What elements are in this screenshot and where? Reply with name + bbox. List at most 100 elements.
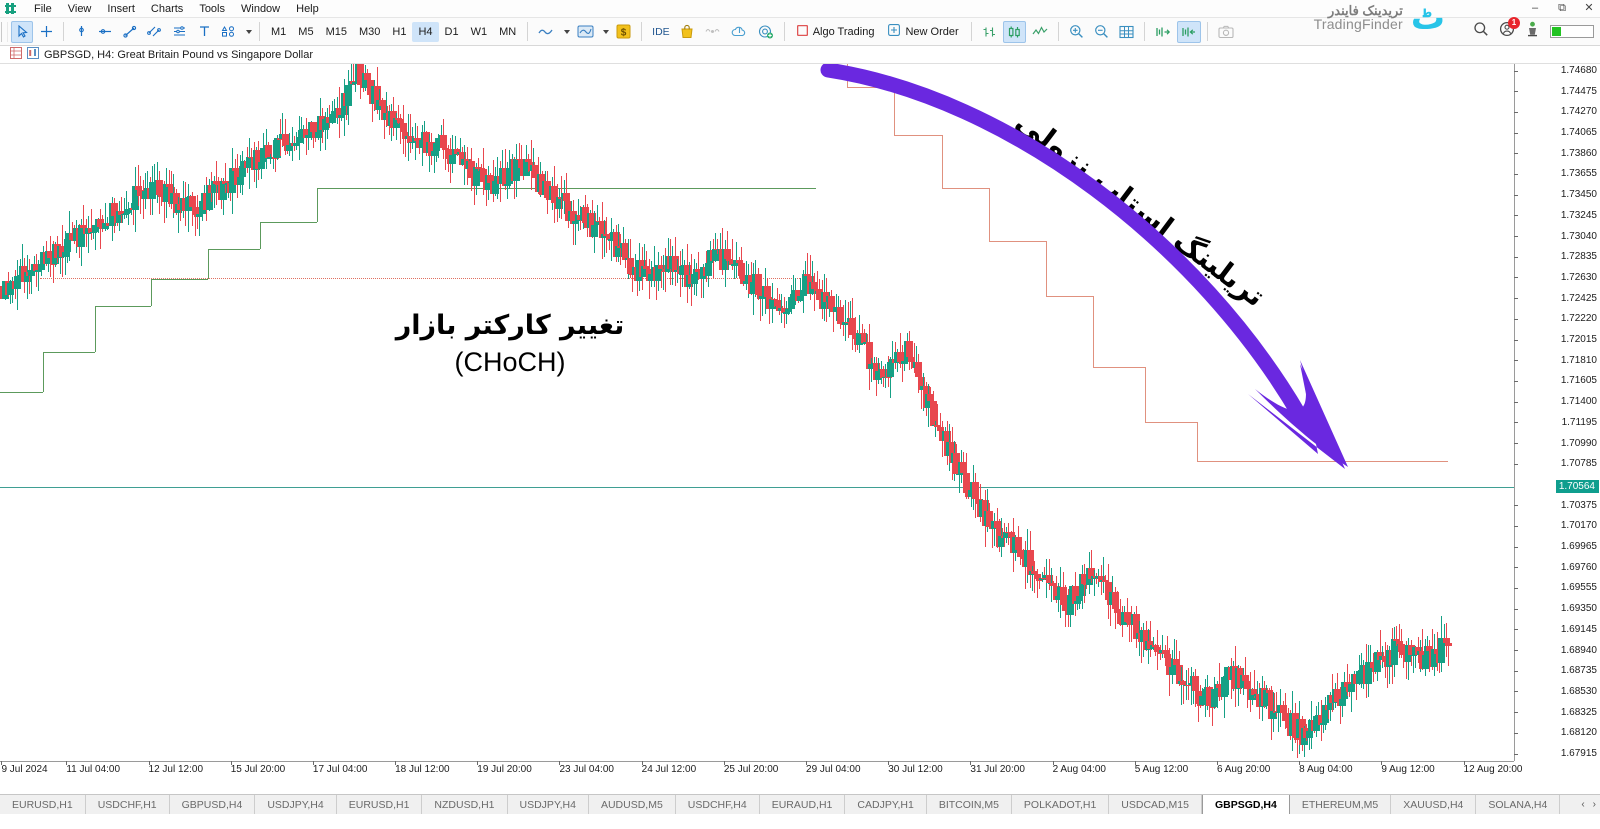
menu-item-charts[interactable]: Charts (150, 2, 184, 15)
connection-meter-icon[interactable] (1550, 25, 1594, 38)
algo-trading-button[interactable]: Algo Trading (790, 21, 882, 43)
time-tick: 23 Jul 04:00 (559, 761, 614, 775)
dollar-icon[interactable]: $ (612, 21, 635, 43)
symbol-tab[interactable]: USDJPY,H4 (255, 795, 337, 814)
timeframe-m30[interactable]: M30 (358, 25, 381, 38)
time-tick: 18 Jul 12:00 (395, 761, 450, 775)
candle (196, 64, 204, 761)
menu-item-window[interactable]: Window (241, 2, 281, 15)
symbol-tab[interactable]: USDCAD,M15 (1109, 795, 1202, 814)
crosshair-icon[interactable] (35, 21, 57, 43)
time-tick: 6 Aug 20:00 (1216, 761, 1270, 775)
candle (1123, 64, 1131, 761)
price-axis[interactable]: 1.74680 1.74475 1.74270 1.74065 1.73860 1.736… (1514, 64, 1600, 761)
candle (1355, 64, 1363, 761)
ide-button[interactable]: IDE (652, 25, 670, 38)
chart-type-dropdown-icon[interactable] (561, 21, 571, 43)
candle (7, 64, 15, 761)
vertical-line-icon[interactable] (70, 21, 92, 43)
menu-item-insert[interactable]: Insert (107, 2, 135, 15)
scroll-to-end-icon[interactable] (1151, 21, 1175, 43)
timeframe-h4[interactable]: H4 (412, 21, 439, 42)
time-tick: 30 Jul 12:00 (888, 761, 943, 775)
grid-icon[interactable] (1115, 21, 1138, 43)
zoom-out-icon[interactable] (1090, 21, 1113, 43)
bar-chart-icon[interactable] (978, 21, 1001, 43)
chart-icon[interactable] (27, 46, 39, 64)
symbol-tab[interactable]: BITCOIN,M5 (927, 795, 1012, 814)
line-chart-icon[interactable] (534, 21, 559, 43)
horizontal-line-icon[interactable] (94, 21, 117, 43)
trendline-icon[interactable] (119, 21, 141, 43)
timeframe-d1[interactable]: D1 (444, 25, 459, 38)
symbol-tab[interactable]: USDJPY,H4 (508, 795, 589, 814)
fibonacci-icon[interactable] (168, 21, 191, 43)
symbol-tab[interactable]: USDCHF,H4 (676, 795, 760, 814)
symbol-tab[interactable]: SOLANA,H4 (1476, 795, 1561, 814)
symbol-tab[interactable]: EURUSD,H1 (0, 795, 86, 814)
auto-scroll-icon[interactable] (1176, 20, 1201, 43)
candle (134, 64, 142, 761)
data-window-icon[interactable] (10, 46, 22, 64)
timeframe-m1[interactable]: M1 (271, 25, 287, 38)
symbol-tab[interactable]: NZDUSD,H1 (422, 795, 508, 814)
price-tick: 1.73655 (1514, 168, 1600, 179)
shapes-icon[interactable] (217, 21, 241, 43)
chart-area[interactable]: تغییر کارکتر بازار (CHoCH) تریلینگ استاپ… (0, 64, 1600, 794)
timeframe-m15[interactable]: M15 (325, 25, 347, 38)
symbol-tab[interactable]: EURUSD,H1 (337, 795, 423, 814)
template-dropdown-icon[interactable] (600, 21, 610, 43)
symbol-tab[interactable]: ETHEREUM,M5 (1290, 795, 1392, 814)
signals-icon[interactable] (700, 21, 725, 43)
profile-icon[interactable] (1525, 21, 1540, 42)
timeframe-mn[interactable]: MN (499, 25, 517, 38)
chart-template-icon[interactable] (573, 21, 598, 43)
time-axis[interactable]: 9 Jul 2024 11 Jul 04:00 12 Jul 12:00 15 Jul… (0, 761, 1522, 794)
market-bag-icon[interactable] (676, 21, 698, 43)
symbol-tab[interactable]: XAUUSD,H4 (1391, 795, 1477, 814)
notifications-icon[interactable]: 1 (1499, 17, 1520, 42)
symbol-tab[interactable]: EURAUD,H1 (760, 795, 846, 814)
candle (1045, 64, 1053, 761)
symbol-tab-prev[interactable]: ‹ (1581, 799, 1585, 810)
menu-item-help[interactable]: Help (296, 2, 319, 15)
timeframe-h1[interactable]: H1 (392, 25, 407, 38)
equidistant-channel-icon[interactable] (143, 21, 166, 43)
symbol-tab[interactable]: GBPSGD,H4 (1201, 795, 1290, 814)
symbol-tab[interactable]: POLKADOT,H1 (1012, 795, 1110, 814)
snapshot-icon[interactable] (1214, 21, 1238, 43)
menu-item-file[interactable]: File (34, 2, 52, 15)
cursor-select-icon[interactable] (11, 20, 33, 43)
search-icon[interactable] (1473, 21, 1489, 42)
menu-item-tools[interactable]: Tools (199, 2, 225, 15)
new-order-button[interactable]: New Order (881, 21, 965, 43)
shapes-dropdown-icon[interactable] (243, 21, 253, 43)
symbol-tab[interactable]: CADJPY,H1 (845, 795, 927, 814)
indicator-segment (260, 222, 303, 224)
vps-cloud-icon[interactable] (727, 21, 752, 43)
zoom-in-icon[interactable] (1065, 21, 1088, 43)
text-tool-icon[interactable] (193, 21, 215, 43)
candlestick-icon[interactable] (1002, 20, 1026, 43)
minimize-button[interactable]: – (1531, 2, 1539, 14)
chart-plot[interactable]: تغییر کارکتر بازار (CHoCH) تریلینگ استاپ… (0, 64, 1514, 761)
candle (1291, 64, 1299, 761)
candle (1320, 64, 1328, 761)
menu-item-view[interactable]: View (67, 2, 92, 15)
symbol-tab-next[interactable]: › (1592, 799, 1596, 810)
symbol-tab[interactable]: GBPUSD,H4 (170, 795, 256, 814)
close-button[interactable]: ✕ (1584, 2, 1594, 14)
candle (1445, 64, 1453, 761)
time-tick: 19 Jul 20:00 (477, 761, 532, 775)
candle (1133, 64, 1141, 761)
candle (198, 64, 206, 761)
symbol-tab[interactable]: AUDUSD,M5 (589, 795, 676, 814)
copy-trading-icon[interactable] (754, 21, 778, 43)
candle (246, 64, 254, 761)
toolbar-grip[interactable] (1, 21, 8, 42)
line-mode-icon[interactable] (1028, 21, 1052, 43)
symbol-tab[interactable]: USDCHF,H1 (86, 795, 170, 814)
restore-button[interactable]: ⧉ (1558, 2, 1566, 14)
timeframe-w1[interactable]: W1 (470, 25, 488, 38)
timeframe-m5[interactable]: M5 (298, 25, 314, 38)
